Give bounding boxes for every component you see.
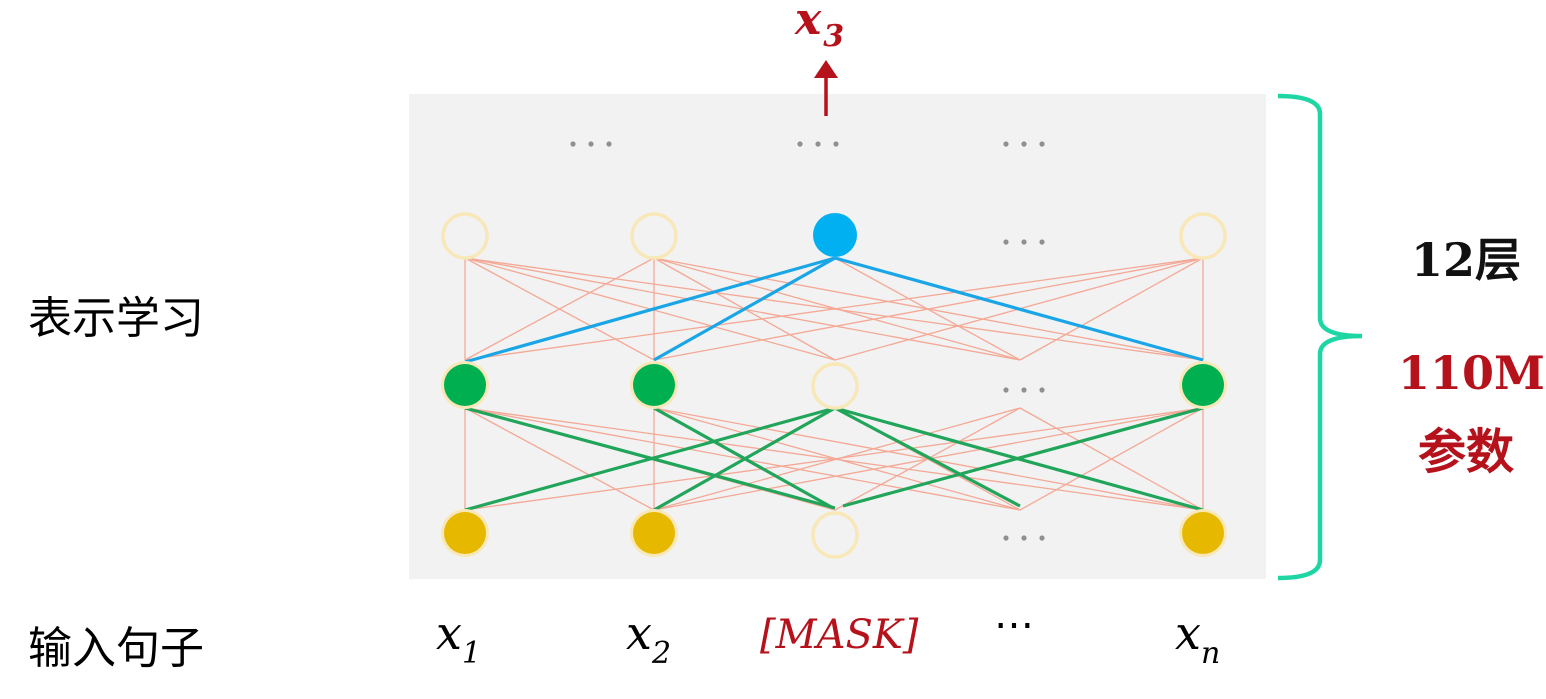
edge (464, 407, 655, 511)
edge (464, 257, 1204, 361)
edge (464, 407, 1204, 511)
param-count-value: 110M (1398, 346, 1545, 400)
input-token-xn: xn (1175, 606, 1221, 671)
green-edge (464, 406, 836, 510)
ellipsis-dots (1003, 239, 1045, 245)
highlighted-edges-green (464, 406, 1204, 512)
ellipsis-dots (1003, 387, 1045, 393)
input-sentence-label: 输入句子 (28, 623, 204, 674)
input-token-x2: x2 (626, 606, 672, 671)
edge (464, 257, 655, 361)
node-middle-active (444, 364, 486, 406)
ellipsis-dots (1003, 535, 1045, 541)
blue-edge (834, 256, 1204, 362)
node-hollow (811, 362, 859, 410)
blue-edge (653, 256, 836, 362)
node-input (444, 512, 486, 554)
node-middle-active (633, 364, 675, 406)
ellipsis-dots (797, 141, 839, 147)
blue-edge (464, 256, 836, 364)
edge (1019, 407, 1204, 511)
param-count-label: 参数 (1417, 424, 1514, 480)
ellipsis-dots (570, 141, 612, 147)
layer-count-label: 12层 (1410, 233, 1521, 287)
output-token: x3 (794, 0, 844, 54)
layer-brace (1277, 93, 1363, 581)
green-edge (842, 406, 1204, 508)
input-token-mask: [MASK] (760, 612, 919, 658)
node-input (633, 512, 675, 554)
output-arrow-icon (814, 60, 838, 116)
representation-label: 表示学习 (28, 293, 204, 344)
highlighted-edges-blue (464, 256, 1204, 364)
thin-edges-lower (464, 407, 1204, 511)
ellipses (570, 141, 1045, 541)
node-hollow (1179, 212, 1227, 260)
node-hollow-mask (811, 511, 859, 559)
input-token-x1: x1 (436, 606, 482, 671)
edge (653, 257, 1204, 361)
network-panel (409, 94, 1266, 579)
node-middle-active (1182, 364, 1224, 406)
node-hollow (441, 212, 489, 260)
node-hollow (630, 212, 678, 260)
ellipsis-dots (1003, 141, 1045, 147)
node-input (1182, 512, 1224, 554)
input-token-ellipsis: ⋯ (994, 602, 1034, 648)
green-edge (653, 406, 834, 510)
node-top-active (813, 213, 857, 257)
edge (1019, 257, 1204, 361)
green-edge (834, 406, 1021, 508)
